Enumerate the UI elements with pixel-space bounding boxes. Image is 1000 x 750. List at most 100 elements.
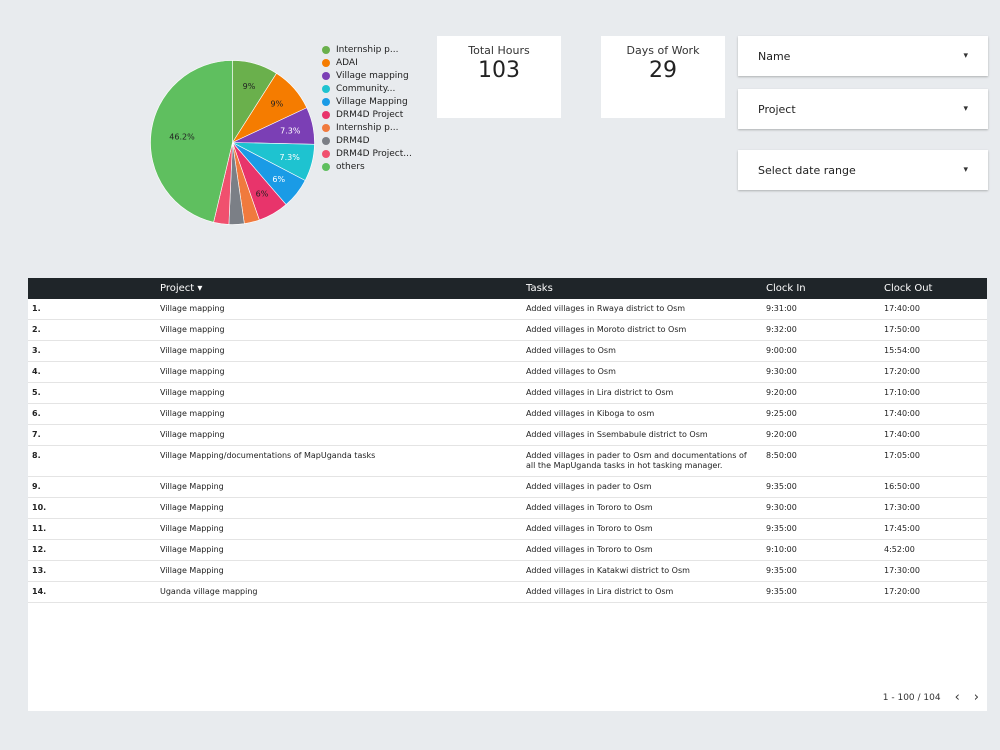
table-row[interactable]: 13. Village Mapping Added villages in Kata… <box>28 560 987 582</box>
row-project: Village mapping <box>156 340 522 362</box>
date-range-filter[interactable]: Select date range ▾ <box>738 150 988 190</box>
row-project: Village mapping <box>156 382 522 404</box>
row-clock-out: 4:52:00 <box>880 539 987 561</box>
legend-item[interactable]: ADAI <box>322 57 432 69</box>
row-index: 5. <box>28 382 156 404</box>
table-row[interactable]: 4. Village mapping Added villages to Osm 9:… <box>28 361 987 383</box>
table-row[interactable]: 1. Village mapping Added villages in Rwaya… <box>28 299 987 320</box>
pie-slice[interactable] <box>150 60 233 223</box>
legend-label: DRM4D <box>336 136 370 146</box>
table-row[interactable]: 7. Village mapping Added villages in Ssemb… <box>28 424 987 446</box>
row-index: 14. <box>28 581 156 603</box>
row-project: Village Mapping <box>156 560 522 582</box>
name-filter-label: Name <box>758 49 791 63</box>
table-row[interactable]: 2. Village mapping Added villages in Morot… <box>28 319 987 341</box>
project-filter-label: Project <box>758 102 796 116</box>
table-row[interactable]: 5. Village mapping Added villages in Lira … <box>28 382 987 404</box>
dropdown-caret-icon: ▾ <box>963 104 968 114</box>
table-row[interactable]: 6. Village mapping Added villages in Kibog… <box>28 403 987 425</box>
row-index: 1. <box>28 299 156 320</box>
row-task: Added villages in Moroto district to Osm <box>522 319 762 341</box>
row-task: Added villages in Tororo to Osm <box>522 497 762 519</box>
pie-data-label: 6% <box>272 175 285 184</box>
pie-data-label: 7.3% <box>280 153 301 162</box>
table-row[interactable]: 11. Village Mapping Added villages in Toro… <box>28 518 987 540</box>
row-clock-in: 9:35:00 <box>762 518 880 540</box>
legend-item[interactable]: Village mapping <box>322 70 432 82</box>
pie-data-label: 7.3% <box>280 126 301 135</box>
legend-item[interactable]: DRM4D Project... <box>322 148 432 160</box>
row-clock-in: 9:25:00 <box>762 403 880 425</box>
row-project: Village mapping <box>156 361 522 383</box>
row-clock-in: 9:30:00 <box>762 361 880 383</box>
timesheet-table: Project ▾ Tasks Clock In Clock Out 1. Vil… <box>28 278 987 603</box>
legend-item[interactable]: Internship p... <box>322 44 432 56</box>
row-clock-in: 9:35:00 <box>762 560 880 582</box>
header-clock-in[interactable]: Clock In <box>766 283 806 294</box>
legend-label: ADAI <box>336 58 358 68</box>
row-index: 10. <box>28 497 156 519</box>
legend-item[interactable]: others <box>322 161 432 173</box>
row-index: 9. <box>28 476 156 498</box>
row-clock-out: 17:50:00 <box>880 319 987 341</box>
row-project: Village mapping <box>156 403 522 425</box>
legend-item[interactable]: DRM4D Project <box>322 109 432 121</box>
table-row[interactable]: 8. Village Mapping/documentations of MapU… <box>28 445 987 477</box>
legend-label: Community... <box>336 84 396 94</box>
row-clock-out: 17:30:00 <box>880 560 987 582</box>
legend-swatch <box>322 85 330 93</box>
dropdown-caret-icon: ▾ <box>963 165 968 175</box>
table-row[interactable]: 12. Village Mapping Added villages in Toro… <box>28 539 987 561</box>
row-clock-out: 17:20:00 <box>880 361 987 383</box>
table-row[interactable]: 10. Village Mapping Added villages in Toro… <box>28 497 987 519</box>
row-index: 4. <box>28 361 156 383</box>
row-task: Added villages to Osm <box>522 340 762 362</box>
row-clock-in: 9:10:00 <box>762 539 880 561</box>
header-tasks[interactable]: Tasks <box>526 283 553 294</box>
name-filter[interactable]: Name ▾ <box>738 36 988 76</box>
row-task: Added villages in Tororo to Osm <box>522 539 762 561</box>
legend-item[interactable]: Village Mapping <box>322 96 432 108</box>
row-clock-out: 17:30:00 <box>880 497 987 519</box>
legend-swatch <box>322 59 330 67</box>
row-clock-in: 9:32:00 <box>762 319 880 341</box>
row-clock-out: 17:05:00 <box>880 445 987 477</box>
row-task: Added villages in pader to Osm and docum… <box>522 445 762 477</box>
row-project: Village Mapping <box>156 539 522 561</box>
row-task: Added villages in Lira district to Osm <box>522 382 762 404</box>
total-hours-card: Total Hours 103 <box>437 36 561 118</box>
header-project[interactable]: Project ▾ <box>160 283 203 294</box>
legend-label: Village mapping <box>336 71 409 81</box>
row-project: Village Mapping <box>156 518 522 540</box>
legend-label: DRM4D Project... <box>336 149 412 159</box>
row-clock-in: 9:20:00 <box>762 424 880 446</box>
row-clock-in: 9:00:00 <box>762 340 880 362</box>
row-clock-out: 16:50:00 <box>880 476 987 498</box>
timesheet-table-panel: Project ▾ Tasks Clock In Clock Out 1. Vil… <box>28 278 987 711</box>
legend-label: Village Mapping <box>336 97 408 107</box>
table-row[interactable]: 14. Uganda village mapping Added villages … <box>28 581 987 603</box>
row-clock-out: 17:40:00 <box>880 299 987 320</box>
next-page-icon[interactable]: › <box>973 690 979 705</box>
row-clock-in: 9:20:00 <box>762 382 880 404</box>
legend-swatch <box>322 46 330 54</box>
row-task: Added villages to Osm <box>522 361 762 383</box>
table-row[interactable]: 3. Village mapping Added villages to Osm 9:… <box>28 340 987 362</box>
prev-page-icon[interactable]: ‹ <box>954 690 960 705</box>
dropdown-caret-icon: ▾ <box>963 51 968 61</box>
table-header-row: Project ▾ Tasks Clock In Clock Out <box>28 278 987 299</box>
pie-data-label: 9% <box>271 100 284 109</box>
row-index: 11. <box>28 518 156 540</box>
pie-data-label: 9% <box>243 82 256 91</box>
project-filter[interactable]: Project ▾ <box>738 89 988 129</box>
legend-item[interactable]: DRM4D <box>322 135 432 147</box>
row-project: Village Mapping <box>156 497 522 519</box>
header-clock-out[interactable]: Clock Out <box>884 283 933 294</box>
legend-item[interactable]: Community... <box>322 83 432 95</box>
row-clock-out: 17:40:00 <box>880 424 987 446</box>
legend-swatch <box>322 72 330 80</box>
total-hours-value: 103 <box>478 58 520 83</box>
legend-item[interactable]: Internship p... <box>322 122 432 134</box>
table-row[interactable]: 9. Village Mapping Added villages in pader… <box>28 476 987 498</box>
row-project: Village Mapping <box>156 476 522 498</box>
